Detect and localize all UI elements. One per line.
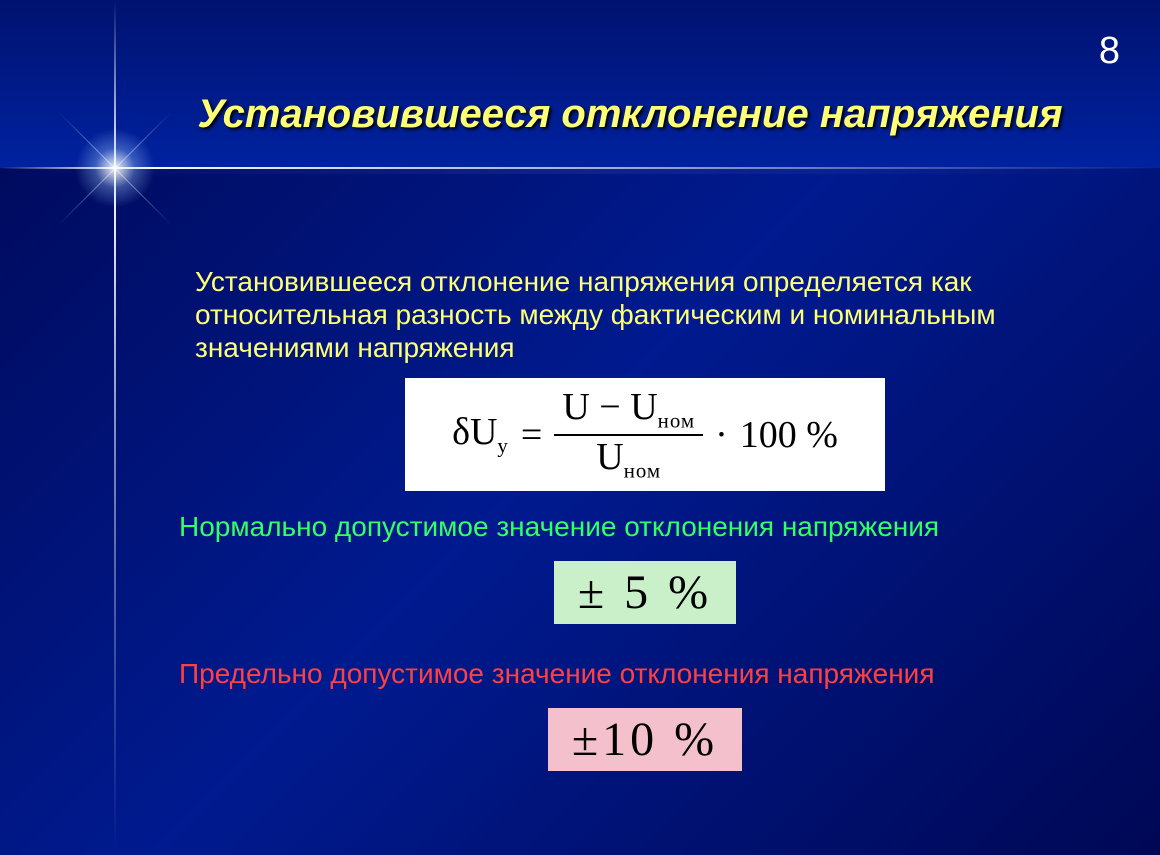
formula-tail: 100 % (740, 413, 838, 457)
formula-lhs-sub: у (497, 434, 508, 458)
formula-dot: · (715, 413, 728, 457)
formula-fraction: U − Uном Uном (554, 388, 703, 481)
slide-title: Установившееся отклонение напряжения (150, 92, 1110, 137)
fraction-bar (554, 434, 703, 436)
normal-value-box: ± 5 % (554, 561, 736, 624)
normal-label: Нормально допустимое значение отклонения… (179, 511, 1095, 543)
limit-label: Предельно допустимое значение отклонения… (179, 658, 1095, 690)
formula-box: δUу = U − Uном Uном · 100 % (405, 378, 885, 491)
page-number: 8 (1099, 30, 1120, 73)
formula-num-sub: ном (658, 409, 695, 433)
formula-lhs-symbol: δU (452, 411, 497, 453)
slide-content: Установившееся отклонение напряжения опр… (195, 265, 1095, 771)
definition-text: Установившееся отклонение напряжения опр… (195, 265, 1095, 364)
formula-den-U: U (596, 436, 623, 478)
title-region (0, 0, 1160, 168)
title-divider (0, 168, 1160, 174)
formula-eq: = (521, 413, 542, 457)
formula-denominator: Uном (588, 438, 669, 482)
formula-num-Unom: U (630, 386, 657, 428)
formula-num-minus: − (599, 386, 620, 428)
formula-lhs: δUу (452, 410, 509, 459)
formula-numerator: U − Uном (554, 388, 703, 432)
formula-num-U: U (562, 386, 589, 428)
formula-den-sub: ном (624, 458, 661, 482)
limit-value-box: ±10 % (548, 708, 742, 771)
